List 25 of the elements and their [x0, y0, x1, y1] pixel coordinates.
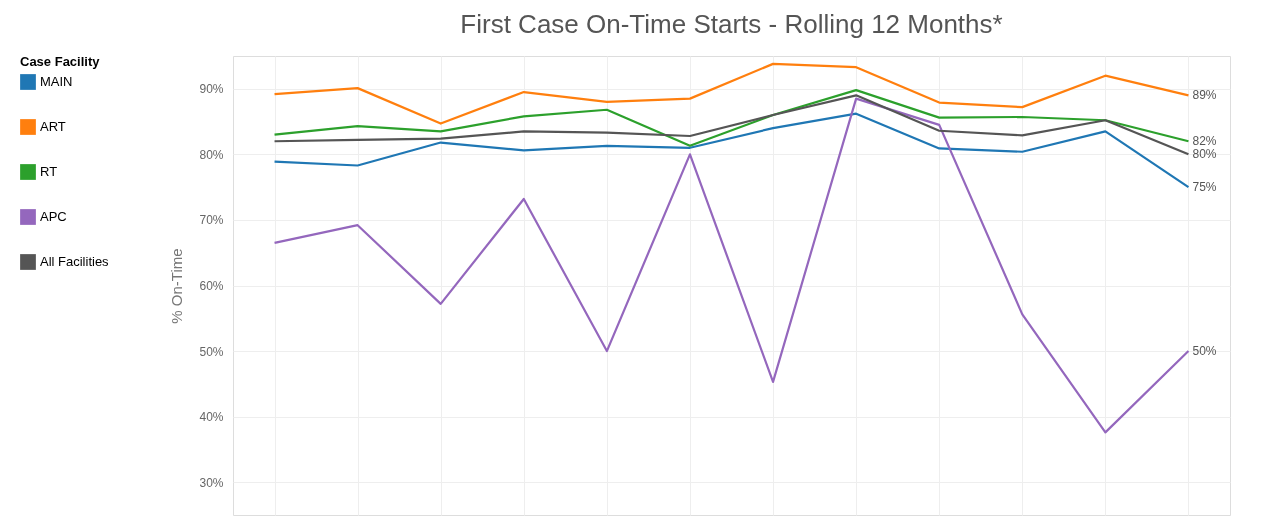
- y-tick-label: 60%: [199, 279, 224, 293]
- line-series: [273, 97, 1190, 434]
- data-label: 50%: [1192, 344, 1217, 359]
- y-tick-label: 40%: [199, 410, 224, 425]
- legend-title: Case Facility: [20, 54, 101, 69]
- y-tick-label: 30%: [199, 475, 224, 490]
- legend-label: MAIN: [40, 74, 73, 89]
- line-series: [273, 89, 1190, 147]
- legend-label: ART: [40, 119, 66, 134]
- data-label: 82%: [1192, 134, 1217, 149]
- y-tick-label: 70%: [199, 213, 224, 228]
- legend-label: RT: [40, 164, 58, 179]
- chart-title: First Case On-Time Starts - Rolling 12 Months*: [460, 9, 1003, 39]
- legend-label: All Facilities: [40, 254, 110, 269]
- y-tick-label: 50%: [199, 344, 224, 359]
- line-series: [273, 94, 1190, 156]
- y-tick-label: 80%: [199, 147, 224, 162]
- data-label: 89%: [1192, 88, 1217, 103]
- line-series: [273, 62, 1190, 125]
- y-tick-label: 90%: [199, 82, 224, 97]
- y-axis-title: % On-Time: [168, 248, 186, 324]
- data-label: 80%: [1192, 147, 1217, 162]
- data-label: 75%: [1192, 180, 1217, 195]
- line-series: [273, 112, 1190, 189]
- legend-label: APC: [40, 209, 67, 224]
